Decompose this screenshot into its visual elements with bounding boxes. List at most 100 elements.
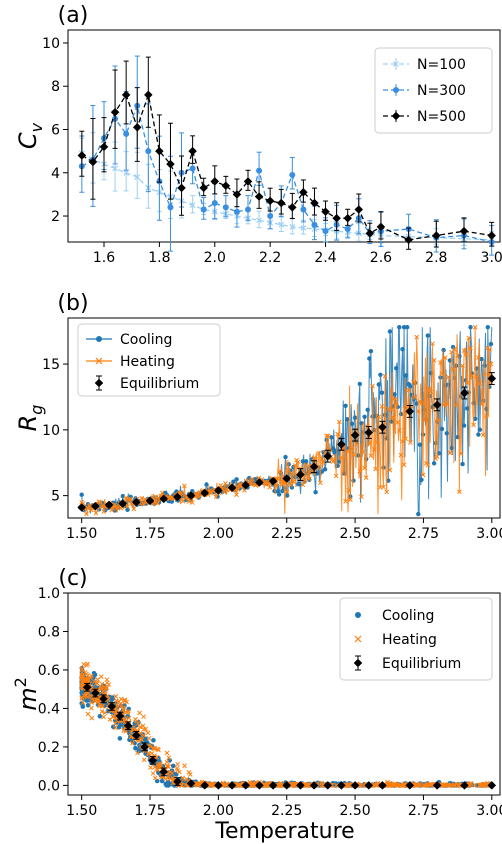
trajectory-point [444, 431, 449, 436]
x-stroke [427, 386, 432, 391]
x-stroke [122, 717, 128, 722]
axes-frame [67, 317, 501, 519]
heating-point [182, 763, 187, 769]
heating-point [118, 701, 124, 706]
trajectory-point [333, 473, 339, 479]
trajectory-point [387, 467, 393, 473]
trajectory-point [390, 415, 396, 420]
x-stroke [302, 478, 307, 484]
marker-diamond [241, 480, 251, 490]
x-stroke [120, 707, 126, 713]
x-stroke [96, 499, 102, 505]
x-stroke [121, 728, 126, 733]
x-stroke [289, 223, 296, 230]
trajectory-point [403, 436, 409, 442]
heating-point [126, 715, 132, 721]
heating-point [146, 750, 151, 756]
x-stroke [406, 387, 412, 393]
x-stroke [451, 783, 457, 788]
x-stroke [415, 409, 421, 414]
heating-point [428, 781, 434, 787]
marker-diamond [99, 694, 108, 704]
heating-point [150, 745, 156, 751]
x-stroke [126, 715, 132, 721]
x-stroke [113, 725, 118, 731]
trajectory-point [370, 383, 375, 389]
x-stroke [134, 718, 140, 724]
heating-point [91, 679, 97, 684]
marker-diamond [177, 183, 186, 193]
x-stroke [125, 710, 131, 716]
x-stroke [226, 484, 232, 490]
x-stroke [156, 761, 162, 767]
trajectory-point [398, 452, 404, 458]
heating-point [451, 783, 457, 788]
heating-point [164, 759, 170, 765]
legend: N=100 N=300 N=500 [374, 47, 493, 134]
x-stroke [334, 783, 339, 788]
x-axis-label: Temperature [214, 819, 354, 844]
marker-diamond [487, 781, 497, 790]
marker-diamond [110, 107, 120, 117]
marker-x [134, 174, 141, 181]
trajectory-point [468, 345, 473, 351]
trajectory-point [362, 465, 367, 471]
x-stroke [317, 480, 323, 486]
x-stroke [128, 730, 134, 735]
marker-diamond [282, 781, 292, 790]
heating-point [141, 757, 147, 763]
x-stroke [207, 490, 213, 495]
trajectory-point [352, 415, 358, 420]
marker-diamond [296, 470, 305, 479]
trajectory-point [441, 347, 446, 353]
heating-point [186, 770, 192, 775]
trajectory-point [376, 382, 381, 387]
x-stroke [150, 771, 156, 776]
x-stroke [141, 714, 146, 720]
trajectory-point [458, 451, 464, 456]
marker-diamond [354, 205, 364, 214]
x-stroke [94, 680, 100, 686]
trajectory-point [477, 381, 483, 387]
x-stroke [321, 459, 326, 465]
x-stroke [126, 496, 132, 502]
heating-point [277, 783, 283, 788]
trajectory-point [463, 352, 469, 357]
x-stroke [98, 674, 104, 679]
heating-scatter [79, 661, 494, 788]
x-stroke [98, 684, 104, 690]
trajectory-point [466, 335, 472, 341]
x-stroke [345, 783, 351, 788]
cooling-point [97, 714, 103, 719]
cooling-point [117, 736, 123, 741]
x-stroke [131, 724, 136, 730]
trajectory-point [485, 325, 490, 330]
trajectory-point [125, 504, 130, 510]
x-stroke [91, 679, 97, 684]
x-stroke [482, 371, 488, 377]
y-tick-label: 2 [51, 209, 60, 225]
trajectory-point [453, 402, 459, 408]
y-axis-label: Rg [14, 405, 46, 432]
x-stroke [280, 482, 285, 487]
trajectory-point [344, 448, 350, 454]
trajectory-point [455, 353, 461, 358]
x-stroke [174, 765, 180, 771]
trajectory-point [447, 450, 453, 456]
x-stroke [101, 509, 107, 514]
marker-diamond [332, 213, 341, 223]
x-stroke [150, 745, 156, 751]
marker-diamond [460, 781, 469, 790]
x-stroke [468, 345, 473, 351]
heating-point [175, 761, 180, 767]
trajectory-point [292, 462, 298, 468]
trajectory-point [414, 334, 420, 340]
x-stroke [89, 696, 95, 702]
x-stroke [104, 677, 110, 683]
x-stroke [125, 504, 130, 510]
trajectory-point [280, 482, 285, 487]
x-stroke [479, 401, 484, 407]
x-stroke [189, 500, 195, 505]
marker-diamond [77, 503, 87, 512]
marker-diamond [309, 462, 319, 472]
